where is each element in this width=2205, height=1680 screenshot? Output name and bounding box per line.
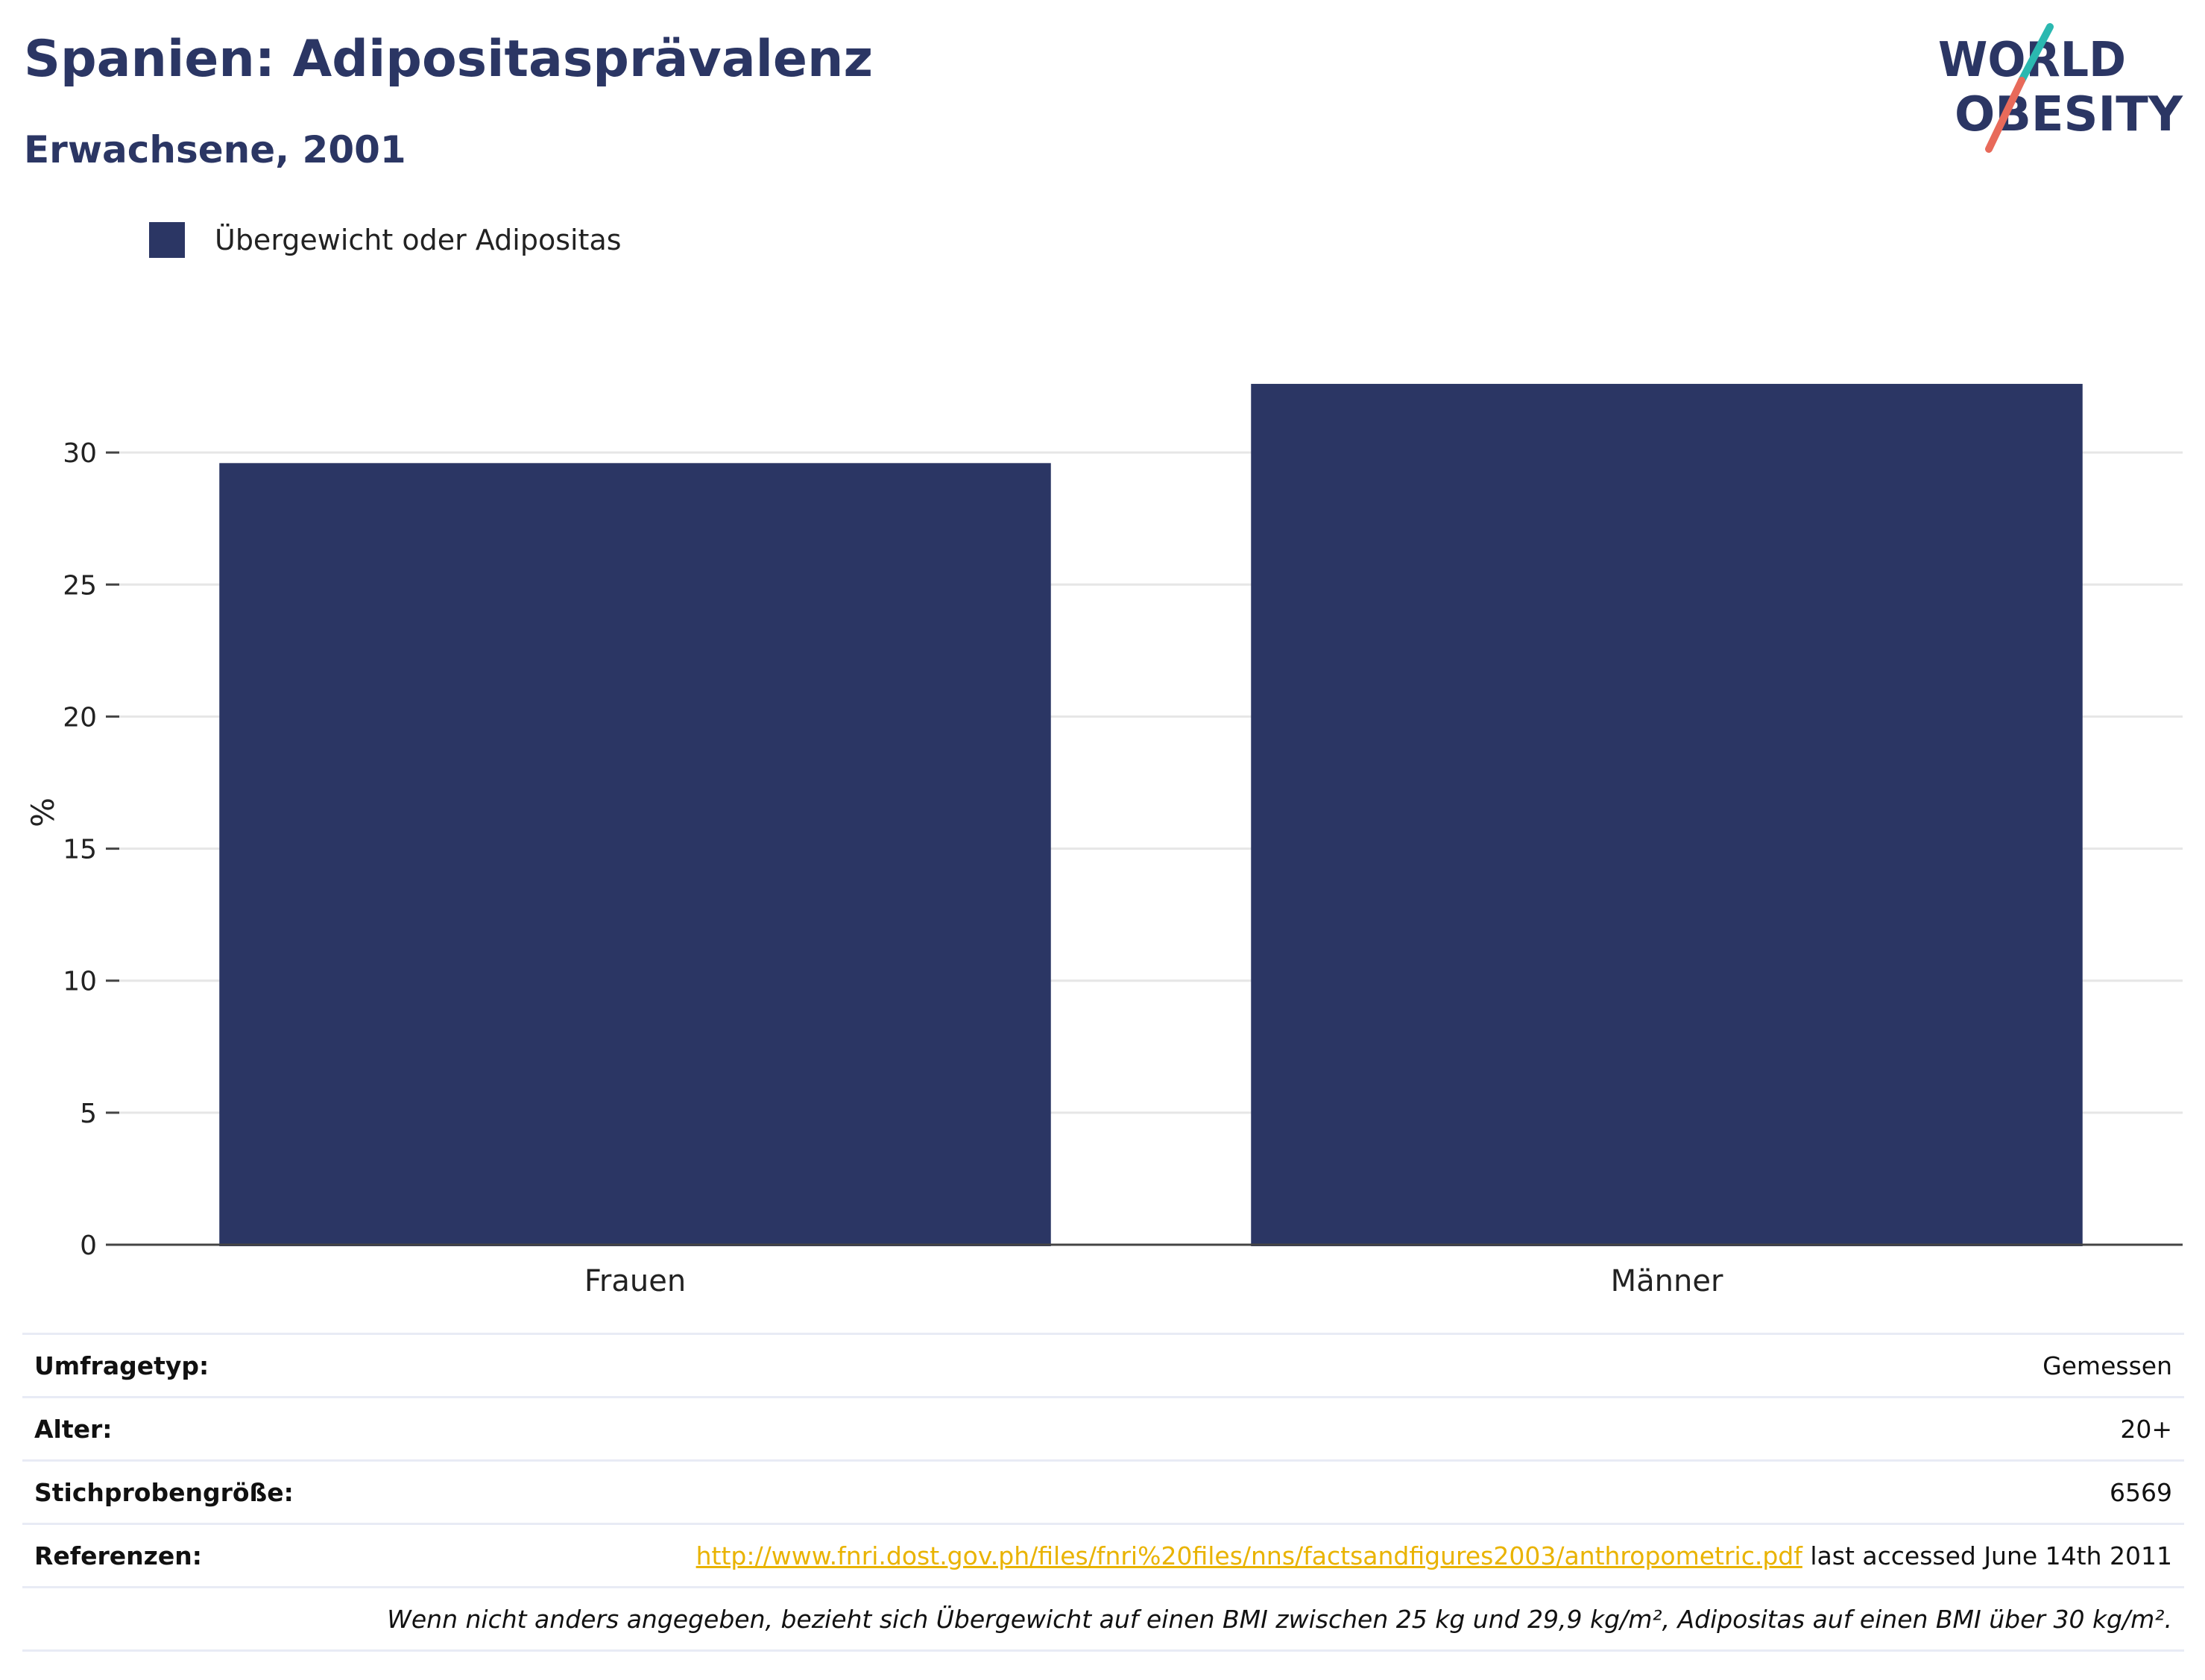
y-tick-label-10: 10 — [63, 967, 97, 997]
sample-size-value: 6569 — [2110, 1477, 2172, 1507]
bar-chart: 0 5 10 15 20 25 30 Frauen Männer% — [25, 384, 2183, 1298]
info-row-references: Referenzen: http://www.fnri.dost.gov.ph/… — [22, 1523, 2184, 1586]
logo-slash-coral — [1985, 77, 2025, 153]
y-tick-label-30: 30 — [63, 438, 97, 469]
survey-type-label: Umfragetyp: — [34, 1351, 209, 1380]
legend: Übergewicht oder Adipositas — [149, 222, 622, 258]
info-row-survey-type: Umfragetyp: Gemessen — [22, 1333, 2184, 1396]
logo-slash-teal — [2018, 23, 2054, 84]
sample-size-label: Stichprobengröße: — [34, 1477, 294, 1507]
world-obesity-logo: WORLD OBESITY — [1938, 23, 2183, 153]
bar-männer — [1251, 384, 2083, 1246]
y-tick-label-25: 25 — [63, 570, 97, 601]
x-tick-label-0: Frauen — [584, 1264, 686, 1298]
chart-subtitle: Erwachsene, 2001 — [24, 128, 406, 171]
references-label: Referenzen: — [34, 1541, 202, 1570]
references-value: http://www.fnri.dost.gov.ph/files/fnri%2… — [696, 1541, 2172, 1570]
y-tick-label-15: 15 — [63, 835, 97, 865]
bmi-note: Wenn nicht anders angegeben, bezieht sic… — [387, 1604, 2172, 1634]
info-row-age: Alter: 20+ — [22, 1396, 2184, 1459]
y-axis-label: % — [25, 798, 61, 827]
legend-label: Übergewicht oder Adipositas — [215, 224, 622, 256]
info-table: Umfragetyp: Gemessen Alter: 20+ Stichpro… — [22, 1333, 2184, 1652]
bar-frauen — [219, 463, 1051, 1247]
chart-title: Spanien: Adipositasprävalenz — [24, 30, 874, 89]
x-tick-label-1: Männer — [1611, 1264, 1723, 1298]
age-label: Alter: — [34, 1414, 113, 1444]
age-value: 20+ — [2120, 1414, 2172, 1444]
y-tick-label-0: 0 — [80, 1231, 97, 1261]
y-tick-label-20: 20 — [63, 702, 97, 733]
reference-accessed: last accessed June 14th 2011 — [1802, 1541, 2172, 1570]
info-row-sample-size: Stichprobengröße: 6569 — [22, 1459, 2184, 1523]
legend-swatch — [149, 222, 185, 258]
reference-link[interactable]: http://www.fnri.dost.gov.ph/files/fnri%2… — [695, 1541, 1802, 1570]
info-row-note: Wenn nicht anders angegeben, bezieht sic… — [22, 1586, 2184, 1652]
survey-type-value: Gemessen — [2042, 1351, 2172, 1380]
y-tick-label-5: 5 — [80, 1099, 97, 1129]
